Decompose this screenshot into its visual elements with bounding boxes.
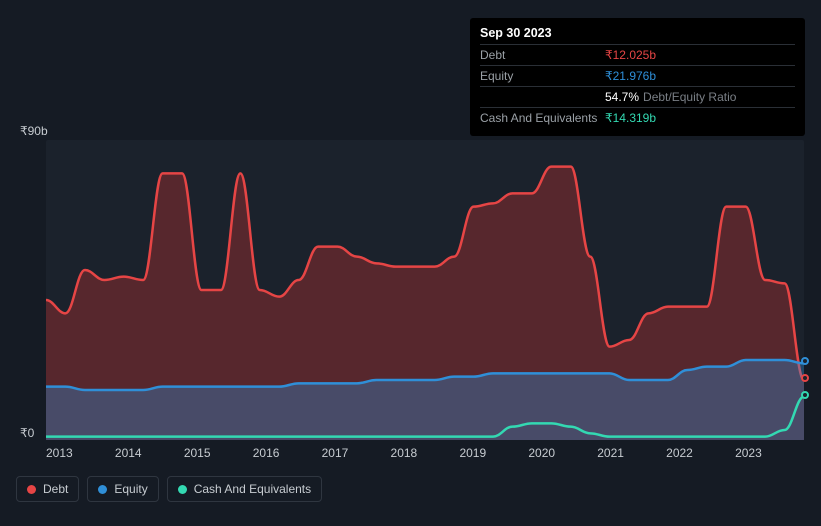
legend: Debt Equity Cash And Equivalents [16,476,322,502]
tooltip-row-label [480,90,605,104]
legend-dot-icon [98,485,107,494]
legend-item[interactable]: Equity [87,476,158,502]
chart-svg [46,140,804,440]
x-tick: 2013 [46,446,115,466]
series-end-dot [801,391,809,399]
plot-area [46,140,804,440]
y-axis-top-label: ₹90b [20,124,48,138]
tooltip-row: Equity₹21.976b [480,65,795,86]
x-tick: 2017 [322,446,391,466]
x-axis: 2013201420152016201720182019202020212022… [46,446,804,466]
legend-item[interactable]: Debt [16,476,79,502]
x-tick: 2022 [666,446,735,466]
series-end-dot [801,357,809,365]
y-axis-bottom-label: ₹0 [20,426,34,440]
x-tick: 2021 [597,446,666,466]
tooltip-row-label: Debt [480,48,605,62]
tooltip-row-label: Equity [480,69,605,83]
x-tick: 2016 [253,446,322,466]
tooltip-date: Sep 30 2023 [480,24,795,44]
tooltip-row: 54.7% Debt/Equity Ratio [480,86,795,107]
tooltip-rows: Debt₹12.025bEquity₹21.976b54.7%Debt/Equi… [480,44,795,128]
legend-dot-icon [178,485,187,494]
tooltip-row-suffix: Debt/Equity Ratio [643,90,736,104]
x-tick: 2014 [115,446,184,466]
tooltip-row-value: ₹21.976b [605,69,656,83]
legend-label: Debt [43,482,68,496]
x-tick: 2023 [735,446,804,466]
legend-item[interactable]: Cash And Equivalents [167,476,322,502]
legend-label: Equity [114,482,147,496]
tooltip-row: Debt₹12.025b [480,44,795,65]
chart: ₹90b ₹0 20132014201520162017201820192020… [16,120,806,470]
legend-dot-icon [27,485,36,494]
x-tick: 2018 [391,446,460,466]
x-tick: 2015 [184,446,253,466]
tooltip-row-value: ₹12.025b [605,48,656,62]
tooltip-row-value: 54.7% [605,90,639,104]
chart-tooltip: Sep 30 2023 Debt₹12.025bEquity₹21.976b54… [470,18,805,136]
series-end-dot [801,374,809,382]
x-tick: 2019 [459,446,528,466]
x-tick: 2020 [528,446,597,466]
legend-label: Cash And Equivalents [194,482,311,496]
